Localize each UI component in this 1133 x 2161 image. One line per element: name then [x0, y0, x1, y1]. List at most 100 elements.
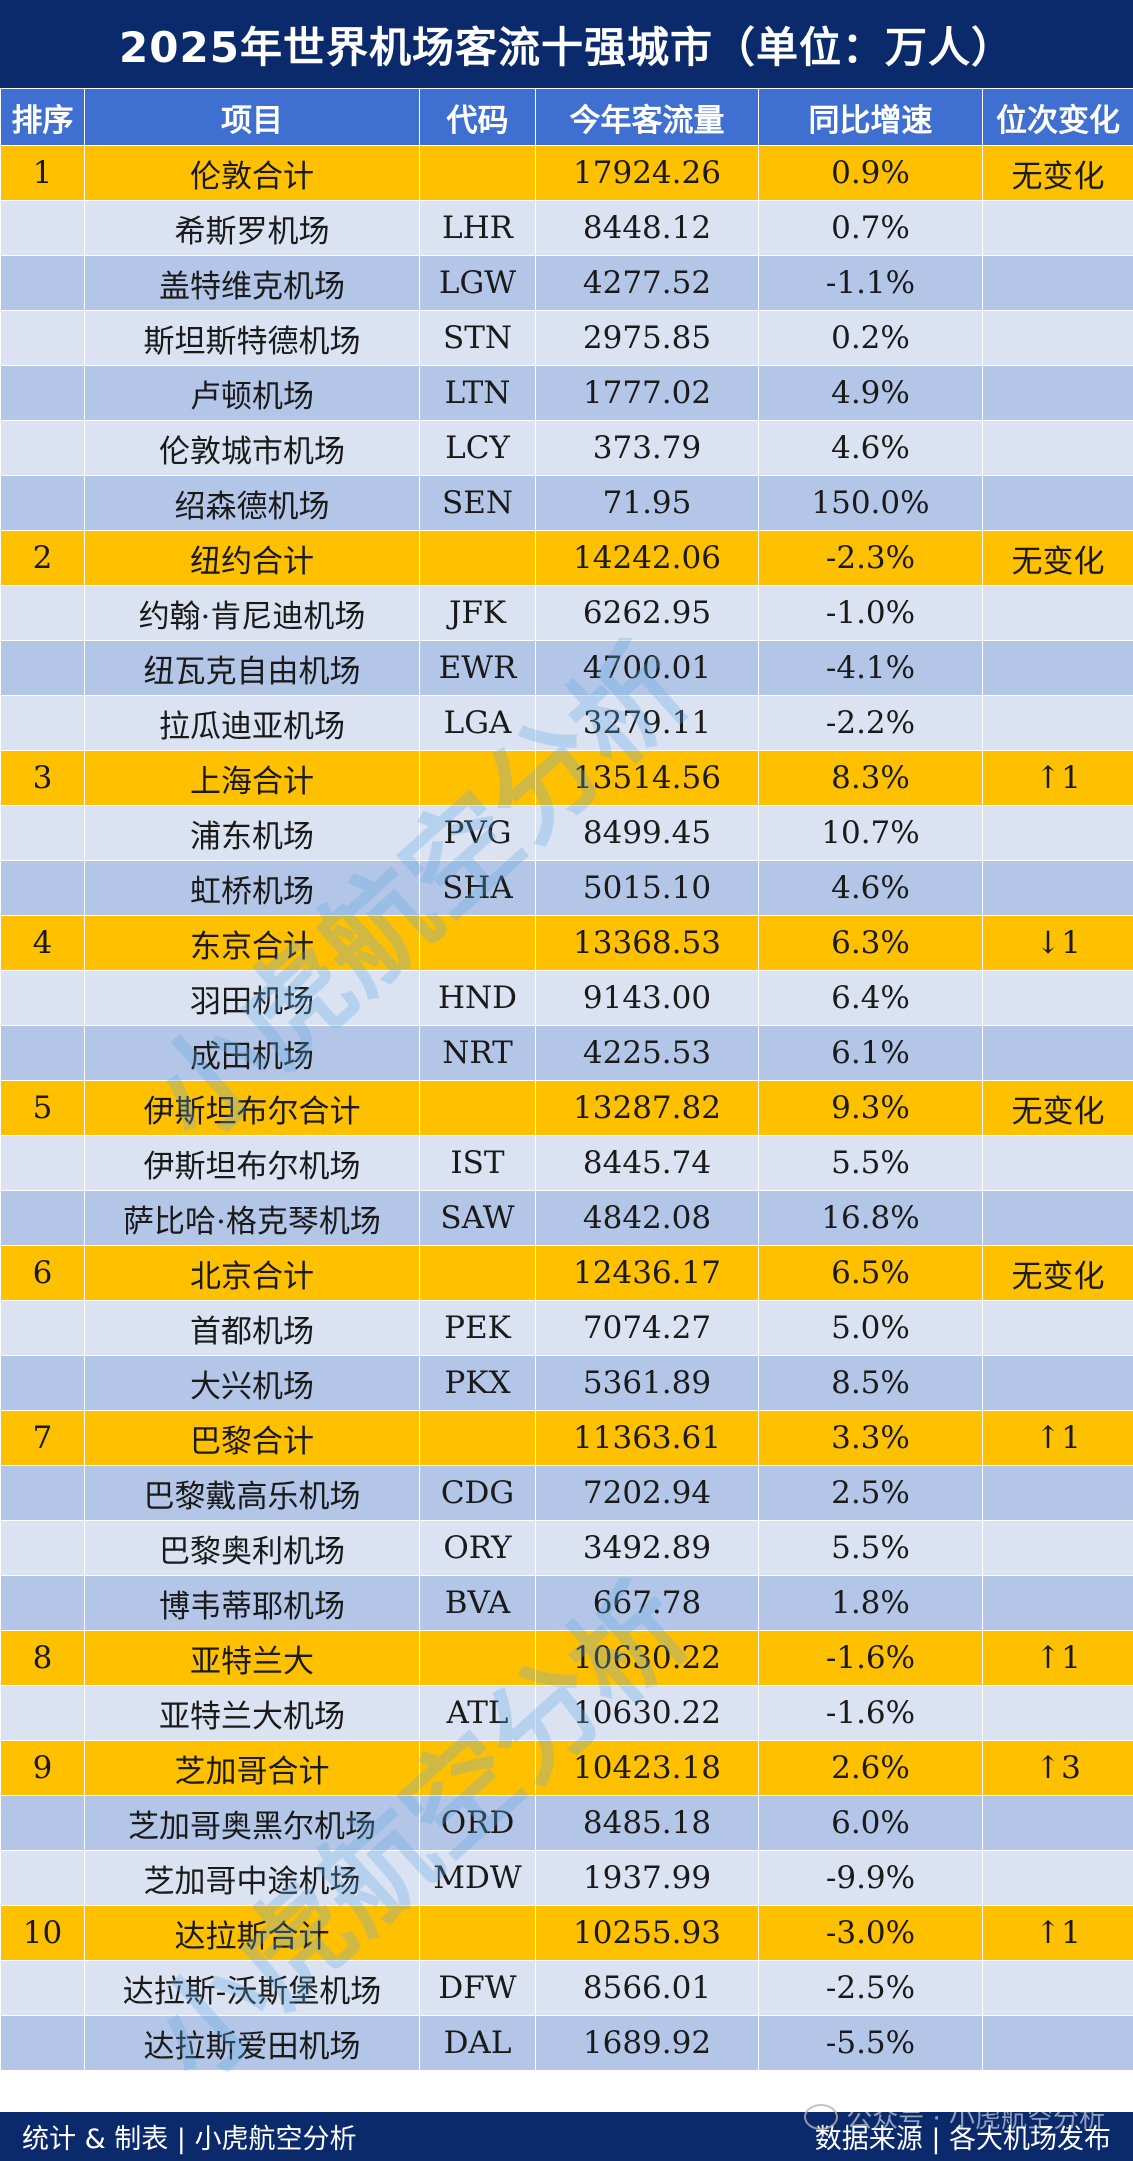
airport-row: 拉瓜迪亚机场 LGA 3279.11 -2.2%: [0, 695, 1133, 751]
cell-code: DAL: [419, 2015, 536, 2071]
airport-row: 盖特维克机场 LGW 4277.52 -1.1%: [0, 255, 1133, 311]
cell-growth: 2.5%: [758, 1465, 983, 1521]
cell-code: LHR: [419, 200, 536, 256]
cell-item: 博韦蒂耶机场: [84, 1575, 420, 1631]
cell-passengers: 7202.94: [535, 1465, 759, 1521]
cell-rank: 10: [0, 1905, 85, 1961]
airport-row: 博韦蒂耶机场 BVA 667.78 1.8%: [0, 1575, 1133, 1631]
cell-growth: -1.1%: [758, 255, 983, 311]
cell-growth: -2.5%: [758, 1960, 983, 2016]
footer-bar: 统计 & 制表 | 小虎航空分析 数据来源 | 各大机场发布: [0, 2112, 1133, 2161]
cell-code: PKX: [419, 1355, 536, 1411]
cell-passengers: 10630.22: [535, 1630, 759, 1686]
cell-rank: 6: [0, 1245, 85, 1301]
cell-rank-change: [982, 200, 1133, 256]
cell-passengers: 8445.74: [535, 1135, 759, 1191]
cell-rank: [0, 1960, 85, 2016]
header-rank: 排序: [0, 88, 85, 146]
cell-passengers: 3492.89: [535, 1520, 759, 1576]
cell-growth: -5.5%: [758, 2015, 983, 2071]
cell-item: 斯坦斯特德机场: [84, 310, 420, 366]
cell-passengers: 8448.12: [535, 200, 759, 256]
cell-item: 达拉斯-沃斯堡机场: [84, 1960, 420, 2016]
cell-passengers: 5015.10: [535, 860, 759, 916]
cell-growth: 6.3%: [758, 915, 983, 971]
cell-code: [419, 1245, 536, 1301]
cell-rank: [0, 1520, 85, 1576]
footer-credit: 统计 & 制表 | 小虎航空分析: [22, 2124, 357, 2155]
cell-rank: 8: [0, 1630, 85, 1686]
cell-item: 亚特兰大机场: [84, 1685, 420, 1741]
cell-item: 伦敦合计: [84, 145, 420, 201]
airport-row: 亚特兰大机场 ATL 10630.22 -1.6%: [0, 1685, 1133, 1741]
airport-row: 巴黎戴高乐机场 CDG 7202.94 2.5%: [0, 1465, 1133, 1521]
cell-rank-change: [982, 1355, 1133, 1411]
cell-passengers: 71.95: [535, 475, 759, 531]
cell-item: 达拉斯爱田机场: [84, 2015, 420, 2071]
cell-rank-change: ↑1: [982, 1410, 1133, 1466]
cell-passengers: 4277.52: [535, 255, 759, 311]
cell-growth: 6.0%: [758, 1795, 983, 1851]
cell-rank-change: [982, 1575, 1133, 1631]
cell-passengers: 10630.22: [535, 1685, 759, 1741]
cell-code: SAW: [419, 1190, 536, 1246]
cell-growth: 0.9%: [758, 145, 983, 201]
cell-rank-change: [982, 860, 1133, 916]
cell-item: 伊斯坦布尔合计: [84, 1080, 420, 1136]
cell-item: 虹桥机场: [84, 860, 420, 916]
city-total-row: 4 东京合计 13368.53 6.3% ↓1: [0, 915, 1133, 971]
cell-growth: 0.2%: [758, 310, 983, 366]
cell-passengers: 1777.02: [535, 365, 759, 421]
cell-item: 芝加哥合计: [84, 1740, 420, 1796]
cell-item: 伊斯坦布尔机场: [84, 1135, 420, 1191]
cell-code: ORY: [419, 1520, 536, 1576]
airport-row: 伦敦城市机场 LCY 373.79 4.6%: [0, 420, 1133, 476]
cell-passengers: 17924.26: [535, 145, 759, 201]
cell-rank-change: [982, 2015, 1133, 2071]
cell-item: 浦东机场: [84, 805, 420, 861]
cell-growth: 2.6%: [758, 1740, 983, 1796]
cell-rank-change: ↑3: [982, 1740, 1133, 1796]
cell-rank-change: 无变化: [982, 530, 1133, 586]
cell-item: 拉瓜迪亚机场: [84, 695, 420, 751]
cell-passengers: 8485.18: [535, 1795, 759, 1851]
cell-passengers: 10255.93: [535, 1905, 759, 1961]
header-item: 项目: [84, 88, 420, 146]
airport-row: 首都机场 PEK 7074.27 5.0%: [0, 1300, 1133, 1356]
header-code: 代码: [419, 88, 536, 146]
cell-passengers: 1937.99: [535, 1850, 759, 1906]
cell-code: [419, 1410, 536, 1466]
header-rank-change: 位次变化: [982, 88, 1133, 146]
cell-rank: [0, 1795, 85, 1851]
cell-passengers: 2975.85: [535, 310, 759, 366]
cell-code: [419, 915, 536, 971]
wechat-watermark: 公众号 · 小虎航空分析: [804, 2098, 1105, 2135]
airport-row: 达拉斯-沃斯堡机场 DFW 8566.01 -2.5%: [0, 1960, 1133, 2016]
cell-passengers: 8499.45: [535, 805, 759, 861]
cell-item: 希斯罗机场: [84, 200, 420, 256]
wechat-icon: [804, 2103, 839, 2130]
cell-passengers: 373.79: [535, 420, 759, 476]
airport-row: 大兴机场 PKX 5361.89 8.5%: [0, 1355, 1133, 1411]
cell-passengers: 4225.53: [535, 1025, 759, 1081]
cell-code: [419, 530, 536, 586]
cell-growth: 16.8%: [758, 1190, 983, 1246]
cell-passengers: 13287.82: [535, 1080, 759, 1136]
cell-rank: [0, 1135, 85, 1191]
cell-code: BVA: [419, 1575, 536, 1631]
cell-code: [419, 1905, 536, 1961]
cell-rank-change: 无变化: [982, 1080, 1133, 1136]
cell-rank: [0, 420, 85, 476]
cell-growth: 5.0%: [758, 1300, 983, 1356]
airport-row: 浦东机场 PVG 8499.45 10.7%: [0, 805, 1133, 861]
cell-passengers: 4842.08: [535, 1190, 759, 1246]
cell-item: 东京合计: [84, 915, 420, 971]
airport-row: 约翰·肯尼迪机场 JFK 6262.95 -1.0%: [0, 585, 1133, 641]
cell-passengers: 7074.27: [535, 1300, 759, 1356]
cell-passengers: 9143.00: [535, 970, 759, 1026]
airport-row: 伊斯坦布尔机场 IST 8445.74 5.5%: [0, 1135, 1133, 1191]
cell-rank: 1: [0, 145, 85, 201]
cell-item: 约翰·肯尼迪机场: [84, 585, 420, 641]
cell-rank: [0, 1575, 85, 1631]
cell-code: LCY: [419, 420, 536, 476]
